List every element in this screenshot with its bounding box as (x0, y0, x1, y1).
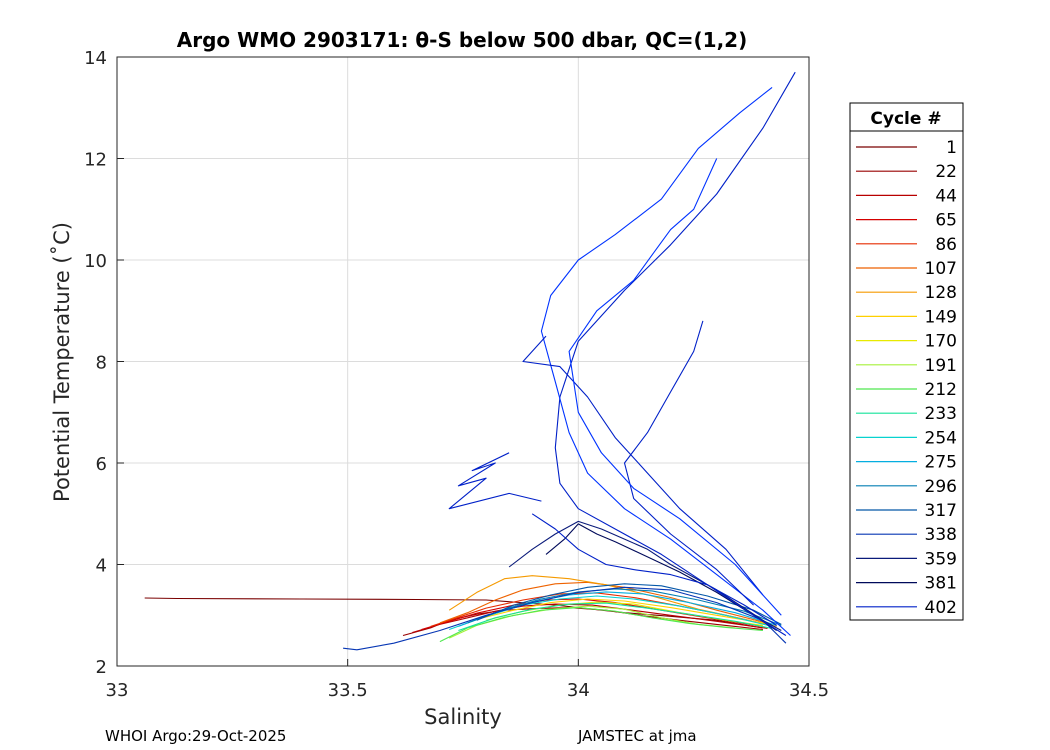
y-tick-label: 6 (96, 454, 107, 475)
legend-label: 233 (925, 404, 957, 424)
series-line-cycle-381 (545, 523, 778, 631)
legend-label: 359 (925, 549, 957, 569)
x-tick-label: 34 (567, 680, 590, 701)
footer-right: JAMSTEC at jma (577, 727, 697, 745)
y-tick-label: 14 (84, 48, 107, 69)
legend-label: 149 (925, 307, 957, 327)
series-line-cycle-402c (448, 452, 542, 510)
y-tick-label: 2 (96, 657, 107, 678)
series-line-cycle-402e (522, 335, 764, 596)
legend-label: 212 (925, 380, 957, 400)
series-line-cycle-149 (476, 598, 763, 624)
footer-left: WHOI Argo:29-Oct-2025 (105, 727, 286, 745)
legend-label: 191 (925, 356, 957, 376)
x-tick-label: 34.5 (789, 680, 829, 701)
x-tick-label: 33.5 (328, 680, 368, 701)
axis-ticks: 33 33.5 34 34.5 2 4 6 8 10 12 14 (84, 48, 829, 701)
series-line-cycle-338 (343, 586, 787, 651)
y-tick-label: 8 (96, 353, 107, 374)
legend-entries: 1 22 44 65 86 107 128 149 170 191 212 233 254 275 296 3… (856, 138, 957, 618)
legend-title: Cycle # (870, 109, 941, 129)
legend-label: 170 (925, 332, 957, 352)
legend-label: 86 (935, 235, 957, 255)
y-axis-label: Potential Temperature (˚C) (50, 222, 74, 502)
series-line-cycle-212 (439, 607, 763, 643)
legend-label: 317 (925, 501, 957, 521)
x-axis-label: Salinity (424, 705, 502, 729)
y-tick-label: 10 (84, 251, 107, 272)
series-line-cycle-402d (623, 320, 754, 606)
legend-label: 22 (935, 162, 957, 182)
series-line-cycle-402f (568, 158, 782, 616)
series-line-cycle-254 (449, 595, 773, 631)
legend-label: 65 (935, 211, 957, 231)
legend-label: 128 (925, 283, 957, 303)
series-line-cycle-44 (412, 603, 768, 634)
legend-label: 107 (925, 259, 957, 279)
legend-label: 275 (925, 453, 957, 473)
legend-label: 44 (935, 186, 957, 206)
series-line-cycle-402g (531, 513, 777, 626)
legend-label: 338 (925, 525, 957, 545)
y-tick-label: 4 (96, 556, 107, 577)
y-tick-label: 12 (84, 150, 107, 171)
series-line-cycle-233 (458, 602, 773, 632)
series-layer (144, 71, 796, 651)
legend-label: 254 (925, 428, 957, 448)
series-line-cycle-402b (540, 86, 791, 636)
legend-label: 296 (925, 477, 957, 497)
legend: Cycle # 1 22 44 65 86 107 128 149 170 191 212 233 25… (849, 102, 964, 621)
series-line-cycle-402 (554, 71, 796, 636)
legend-label: 402 (925, 598, 957, 618)
legend-label: 1 (946, 138, 957, 158)
x-tick-label: 33 (106, 680, 129, 701)
legend-label: 381 (925, 574, 957, 594)
series-line-cycle-359 (508, 520, 782, 631)
chart-title: Argo WMO 2903171: θ-S below 500 dbar, QC… (177, 28, 747, 52)
